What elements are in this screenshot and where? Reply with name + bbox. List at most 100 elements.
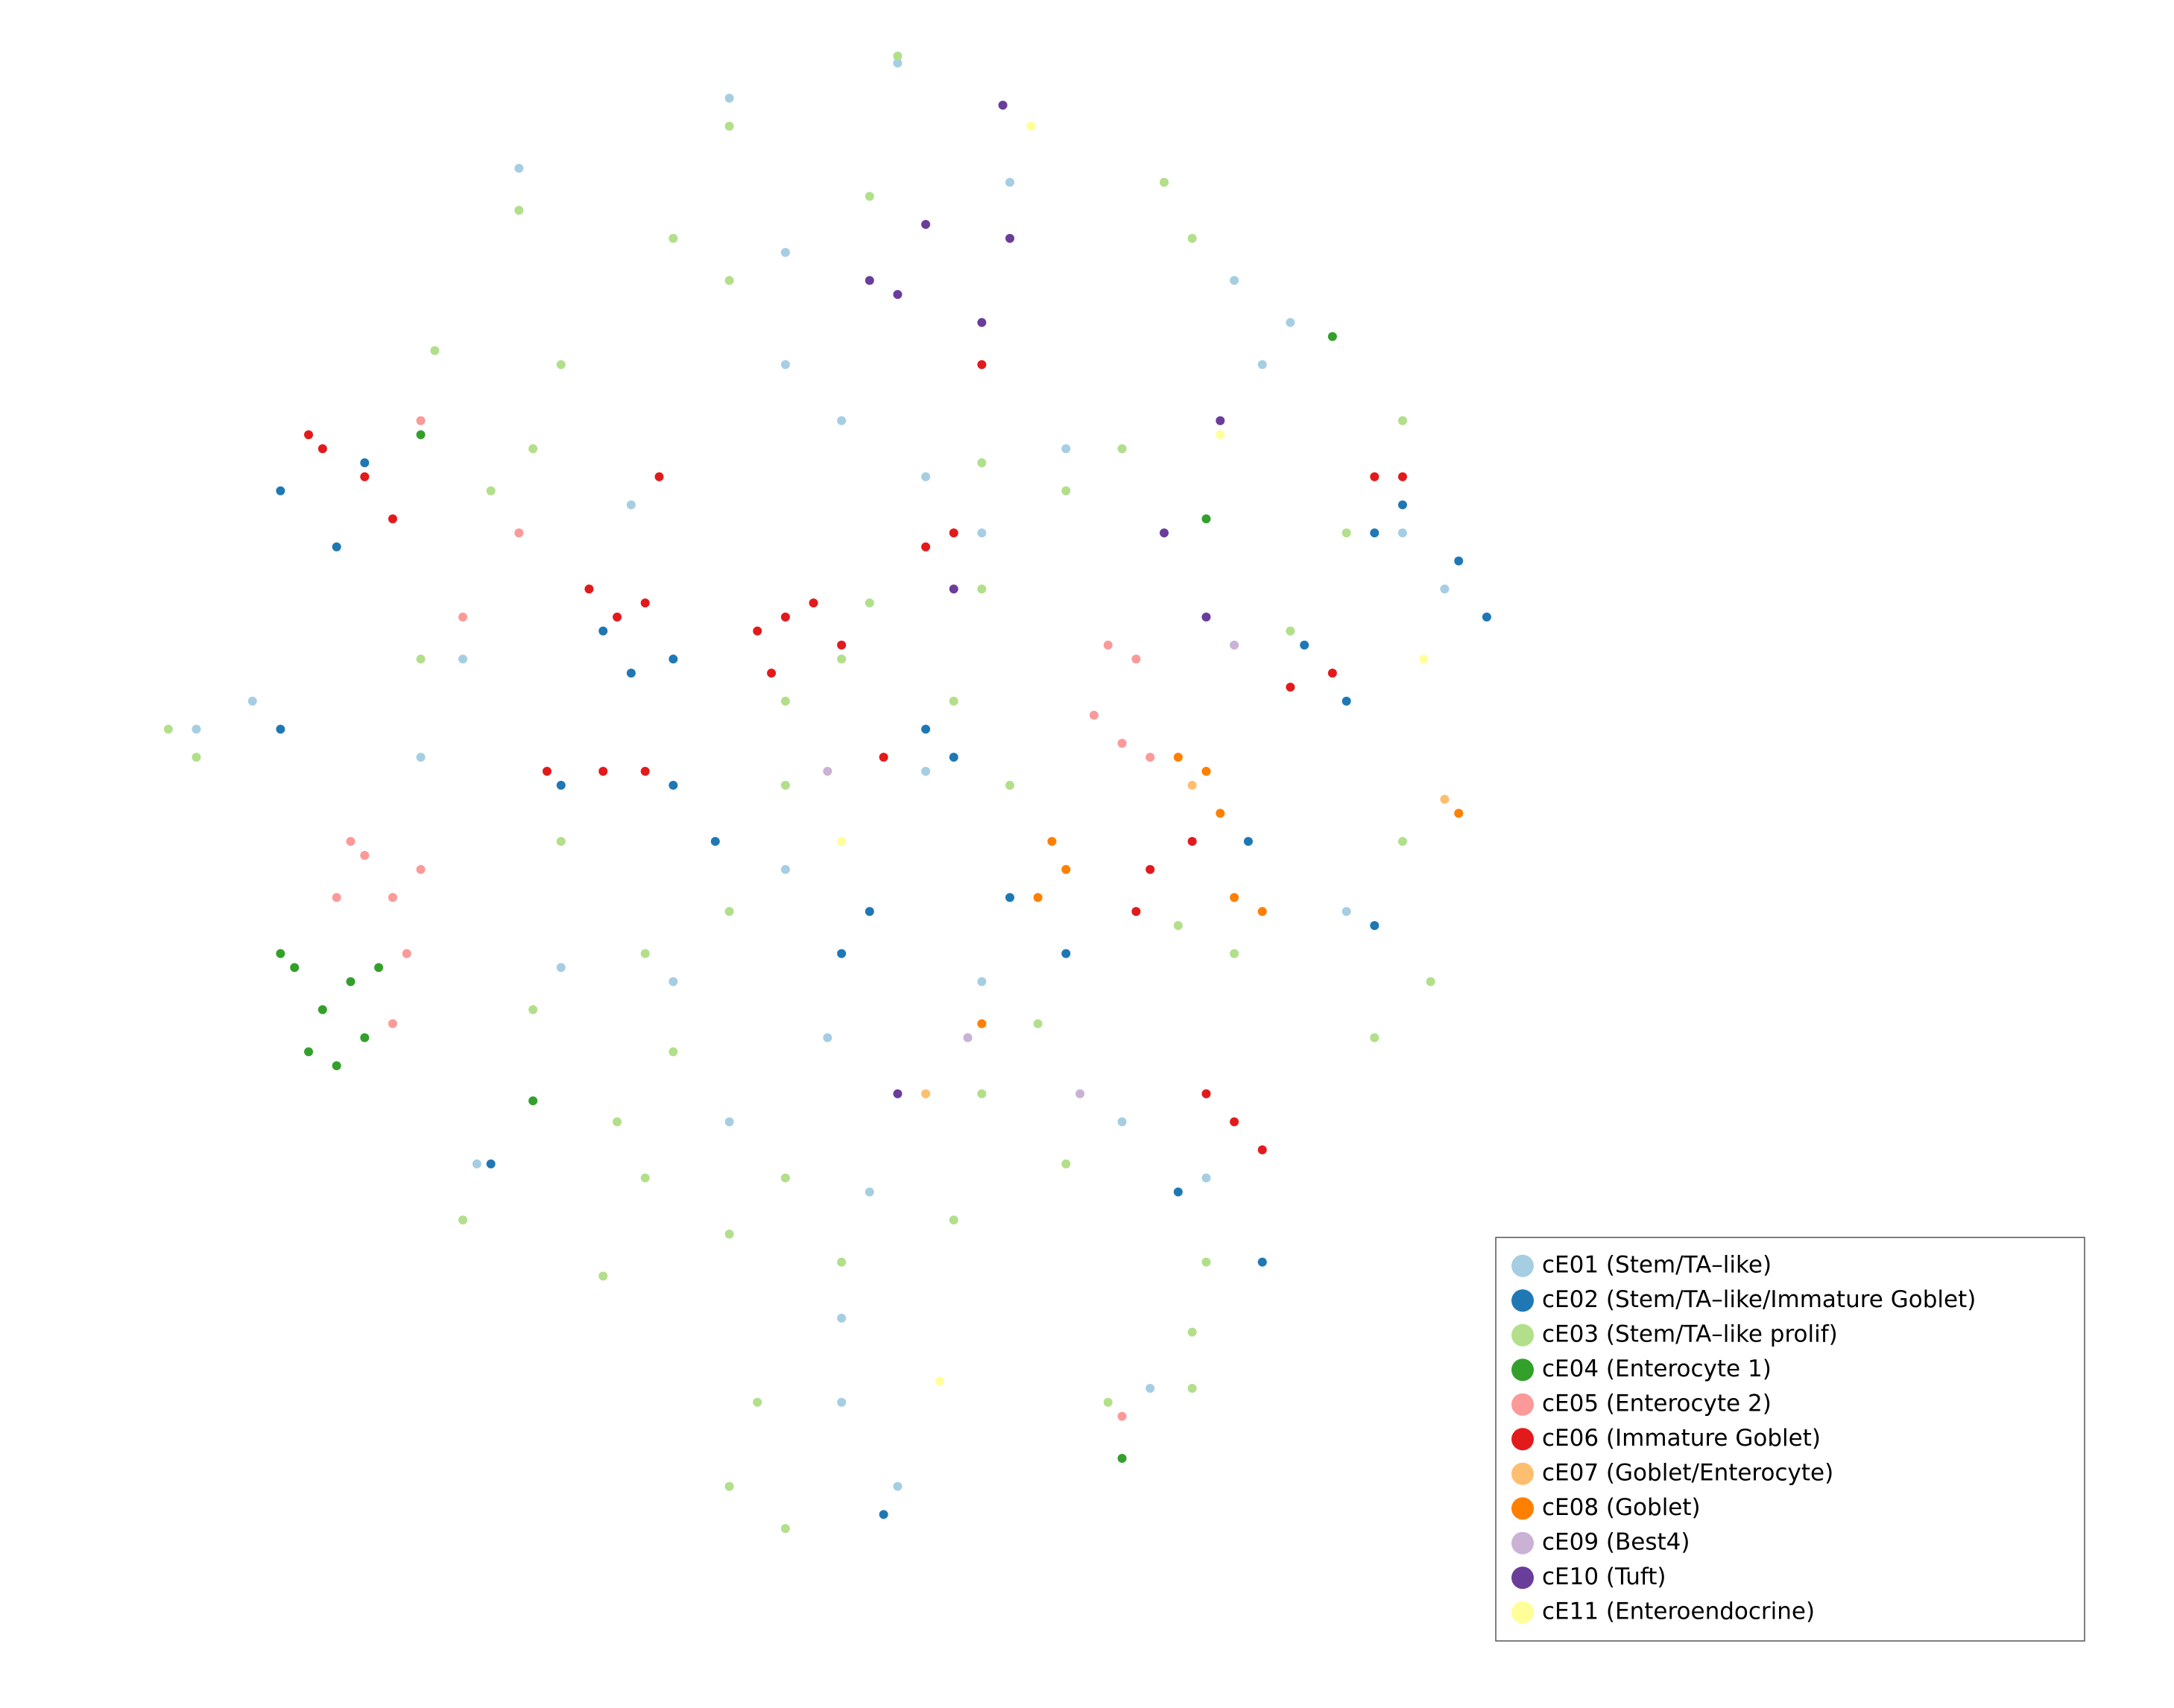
point <box>598 766 608 776</box>
point <box>1117 738 1127 748</box>
point <box>710 837 720 847</box>
point <box>724 276 734 285</box>
point <box>640 1173 650 1183</box>
point <box>1187 1327 1197 1337</box>
point <box>556 837 566 847</box>
point <box>542 766 552 776</box>
point <box>402 949 411 958</box>
point <box>1342 696 1351 706</box>
point <box>780 1524 790 1534</box>
point <box>669 233 678 243</box>
legend-marker <box>1511 1323 1534 1347</box>
point <box>1033 893 1043 902</box>
point <box>780 864 790 874</box>
point <box>1075 1089 1085 1098</box>
point <box>1216 430 1225 440</box>
point <box>837 640 847 650</box>
legend-marker <box>1511 1566 1534 1590</box>
point <box>1061 864 1071 874</box>
point <box>332 893 341 902</box>
point <box>1146 753 1155 762</box>
point <box>1257 1257 1267 1267</box>
point <box>1397 416 1407 426</box>
legend-marker <box>1511 1289 1534 1312</box>
point <box>893 1089 903 1098</box>
point <box>374 963 384 972</box>
point <box>654 472 664 481</box>
point <box>1300 640 1309 650</box>
point <box>837 654 847 664</box>
point <box>949 528 958 538</box>
point <box>893 1481 903 1491</box>
point <box>1216 416 1225 426</box>
point <box>977 1019 987 1028</box>
point <box>879 1510 888 1519</box>
point <box>1342 528 1351 538</box>
point <box>669 977 678 987</box>
legend-label: cE11 (Enteroendocrine) <box>1542 1598 1815 1625</box>
point <box>276 486 285 496</box>
point <box>1187 780 1197 790</box>
point <box>416 753 426 762</box>
point <box>1117 1454 1127 1464</box>
point <box>528 1005 538 1014</box>
point <box>1370 920 1380 930</box>
point <box>837 416 847 426</box>
point <box>1005 233 1014 243</box>
legend-label: cE08 (Goblet) <box>1542 1494 1701 1521</box>
point <box>865 907 874 917</box>
point <box>1257 1145 1267 1155</box>
point <box>290 963 300 972</box>
point <box>276 949 285 958</box>
point <box>879 753 888 762</box>
point <box>1342 907 1351 917</box>
point <box>388 893 397 902</box>
point <box>1033 1019 1043 1028</box>
point <box>1440 794 1450 804</box>
point <box>514 528 524 538</box>
point <box>724 121 734 131</box>
point <box>1419 654 1429 664</box>
point <box>1173 920 1183 930</box>
legend-marker <box>1511 1428 1534 1451</box>
point <box>823 1033 832 1043</box>
point <box>977 528 987 538</box>
point <box>669 780 678 790</box>
point <box>388 514 397 524</box>
point <box>949 1215 958 1225</box>
legend: cE01 (Stem/TA–like) cE02 (Stem/TA–like/Im… <box>1495 1236 2085 1642</box>
point <box>528 1096 538 1106</box>
point <box>360 472 370 481</box>
point <box>360 850 370 860</box>
point <box>1230 276 1239 285</box>
point <box>1146 1383 1155 1393</box>
legend-label: cE05 (Enterocyte 2) <box>1542 1390 1772 1417</box>
legend-marker <box>1511 1531 1534 1554</box>
point <box>416 654 426 664</box>
point <box>486 1159 496 1168</box>
point <box>430 346 440 355</box>
point <box>626 668 636 678</box>
point <box>640 949 650 958</box>
point <box>360 1033 370 1043</box>
point <box>963 1033 973 1043</box>
point <box>865 276 874 285</box>
point <box>1117 1117 1127 1127</box>
legend-marker <box>1511 1254 1534 1277</box>
point <box>1327 332 1337 341</box>
point <box>1187 1383 1197 1393</box>
point <box>1201 514 1211 524</box>
point <box>921 724 931 734</box>
point <box>780 1173 790 1183</box>
point <box>1131 907 1141 917</box>
point <box>780 360 790 370</box>
point <box>977 977 987 987</box>
point <box>893 290 903 300</box>
point <box>416 416 426 426</box>
point <box>528 444 538 454</box>
point <box>977 317 987 327</box>
legend-label: cE03 (Stem/TA–like prolif) <box>1542 1320 1838 1347</box>
legend-label: cE02 (Stem/TA–like/Immature Goblet) <box>1542 1286 1976 1313</box>
point <box>949 696 958 706</box>
point <box>192 753 201 762</box>
